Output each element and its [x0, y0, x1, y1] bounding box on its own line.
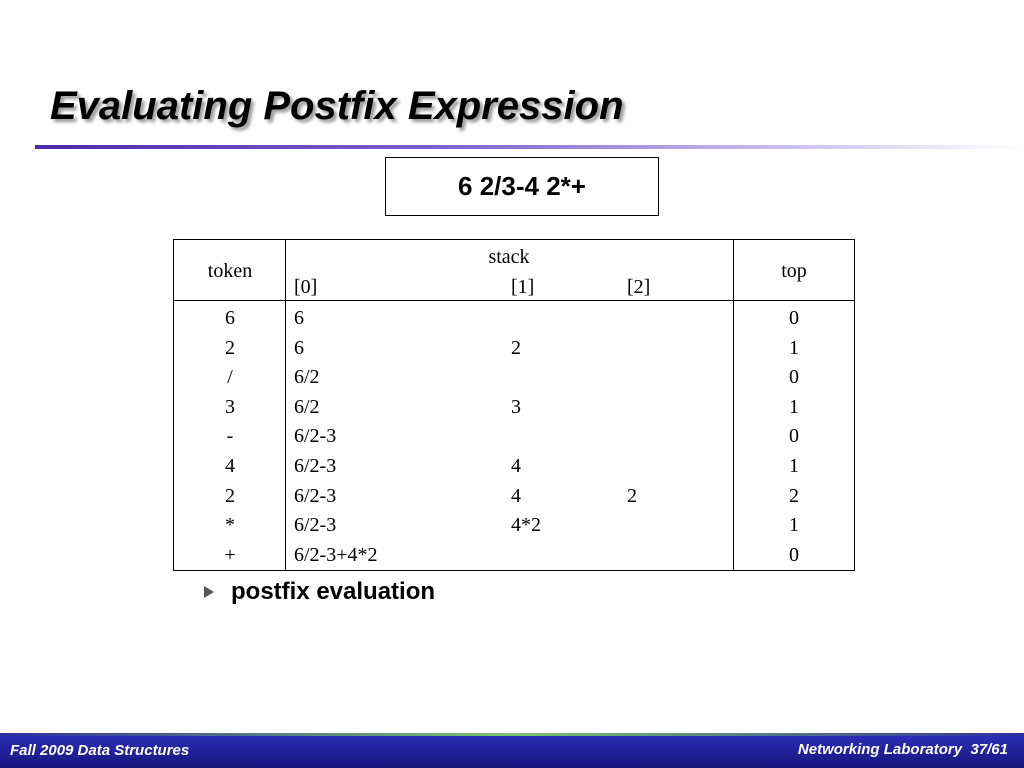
header-cell: [1] [511, 276, 535, 298]
stack-cell: 6 [294, 336, 304, 359]
stack-cell: 2 [627, 484, 637, 507]
header-cell: token [207, 260, 253, 282]
expression: 6 2/3-4 2*+ [458, 171, 586, 201]
stack-cell: 6/2-3 [294, 455, 337, 477]
header-cell: [2] [627, 276, 651, 298]
stack-cell: 2 [511, 336, 521, 359]
header-cell: [0] [294, 276, 318, 298]
top-cell: 2 [789, 484, 799, 507]
bullet-item: postfix evaluation [204, 578, 435, 606]
expression-box: 6 2/3-4 2*+ [385, 157, 659, 216]
stack-cell: 6/2-3 [294, 514, 337, 537]
stack-cell: 3 [511, 395, 521, 418]
top-cell: 0 [789, 425, 799, 448]
token-cell: - [226, 425, 234, 448]
footer-course: Networking Laboratory [797, 741, 963, 758]
stack-cell: 4 [511, 455, 521, 477]
bullet-text: postfix evaluation [231, 578, 436, 605]
column-rule [285, 240, 286, 570]
top-cell: 1 [789, 455, 799, 477]
slide-title: Evaluating Postfix Expression [50, 84, 624, 128]
column-rule [733, 240, 734, 570]
header-cell: stack [488, 246, 530, 268]
token-cell: 2 [225, 484, 235, 507]
title-rule [35, 145, 1024, 149]
top-cell: 1 [789, 514, 799, 537]
top-cell: 1 [789, 336, 799, 359]
token-cell: 6 [225, 307, 235, 329]
page-number: 37/61 [970, 741, 1008, 758]
top-cell: 1 [789, 395, 799, 418]
top-cell: 0 [789, 307, 799, 329]
footer: Fall 2009 Data Structures Networking Lab… [0, 736, 1024, 768]
token-cell: * [225, 514, 235, 537]
stack-cell: 6/2-3+4*2 [294, 543, 378, 566]
stack-cell: 6/2-3 [294, 484, 337, 507]
token-cell: / [227, 366, 233, 389]
token-cell: 2 [225, 336, 235, 359]
header-rule [174, 300, 854, 301]
stack-cell: 6/2 [294, 366, 320, 389]
top-cell: 0 [789, 543, 799, 566]
bullet-marker [204, 586, 214, 598]
footer-rule [0, 733, 1024, 736]
token-cell: 3 [225, 395, 235, 418]
stack-cell: 4 [511, 484, 521, 507]
top-cell: 0 [789, 366, 799, 389]
footer-right: Networking Laboratory 37/61 [798, 741, 1008, 758]
stack-cell: 4*2 [511, 514, 541, 537]
token-cell: + [224, 543, 236, 566]
stack-cell: 6/2-3 [294, 425, 337, 448]
token-cell: 4 [225, 455, 235, 477]
stack-cell: 6 [294, 307, 304, 329]
header-cell: top [781, 260, 807, 282]
table: token stack top [0] [1] [2] 6 6 0 2 6 2 1 / 6/2 0… [173, 239, 855, 571]
footer-left: Fall 2009 Data Structures [10, 742, 190, 759]
stack-cell: 6/2 [294, 395, 320, 418]
